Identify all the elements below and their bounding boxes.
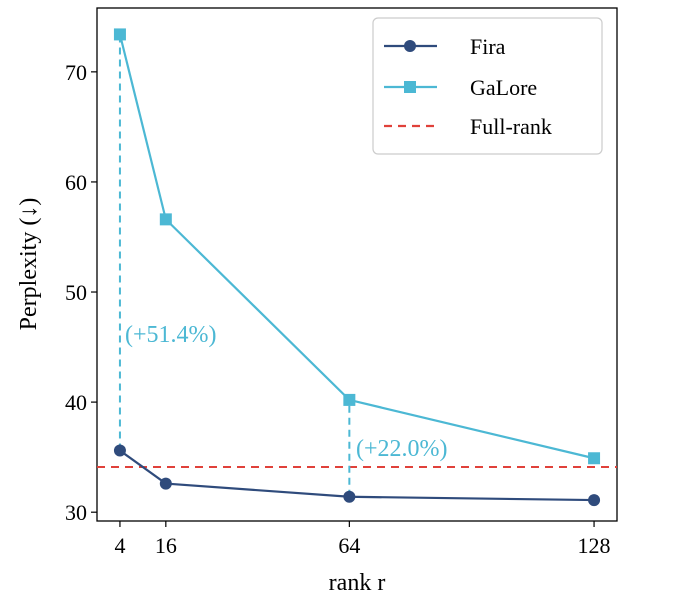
point-fira-64 [343,490,356,503]
legend: Fira GaLore Full-rank [372,17,603,155]
x-axis-label: rank r [329,570,386,596]
point-fira-128 [588,494,601,507]
series-line-fira [119,449,595,502]
y-tick-label-60: 60 [65,170,87,195]
series-line-galore [118,34,595,460]
legend-fira-label: Fira [470,34,506,59]
point-galore-4 [113,28,126,41]
point-galore-128 [588,452,601,465]
legend-box [372,17,603,155]
x-tick-label-64: 64 [338,533,360,558]
ticks-layer: 30 40 50 60 70 4 16 64 128 [65,60,611,558]
y-tick-label-40: 40 [65,390,87,415]
point-galore-64 [343,393,356,406]
y-tick-label-30: 30 [65,500,87,525]
annotation-galore-4: (+51.4%) [125,322,217,348]
plot-frame [96,7,618,522]
y-tick-label-50: 50 [65,280,87,305]
x-tick-label-128: 128 [578,533,611,558]
point-fira-16 [159,477,172,490]
annotation-lines-layer [118,34,351,497]
y-axis-label: Perplexity (↓) [16,198,42,331]
y-tick-label-70: 70 [65,60,87,85]
x-tick-label-4: 4 [114,533,125,558]
series-layer [113,28,601,507]
legend-galore-marker [404,81,416,93]
point-galore-16 [159,213,172,226]
legend-galore-label: GaLore [470,75,537,100]
x-tick-label-16: 16 [155,533,177,558]
point-fira-4 [113,444,126,457]
annotation-galore-64: (+22.0%) [356,436,448,462]
legend-fullrank-label: Full-rank [470,114,552,139]
legend-fira-marker [404,40,416,52]
